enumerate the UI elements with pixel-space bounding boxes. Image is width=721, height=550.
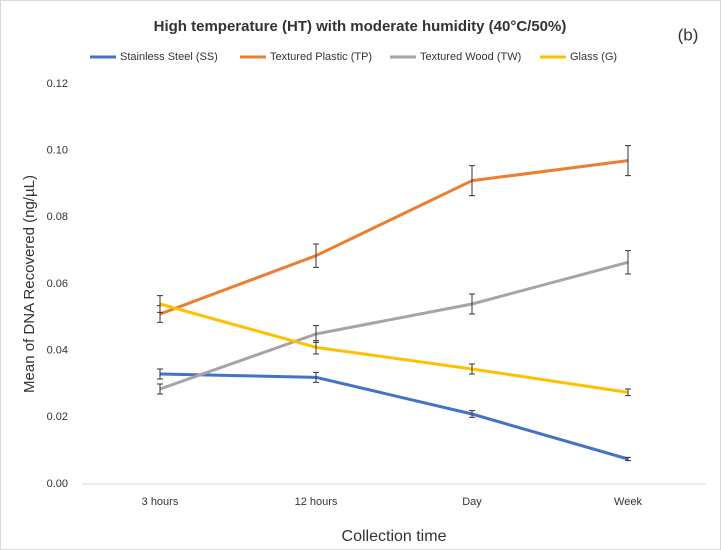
error-bar bbox=[469, 363, 475, 375]
error-bar bbox=[157, 295, 163, 313]
series-line bbox=[159, 372, 629, 461]
y-tick-label: 0.12 bbox=[47, 78, 68, 90]
error-bar bbox=[625, 145, 631, 177]
chart-title: High temperature (HT) with moderate humi… bbox=[154, 18, 567, 35]
legend-label: Textured Plastic (TP) bbox=[270, 51, 372, 63]
y-tick-label: 0.08 bbox=[47, 211, 68, 223]
error-bar bbox=[157, 368, 163, 380]
x-axis-label: Collection time bbox=[342, 528, 447, 545]
error-bar bbox=[313, 371, 319, 383]
y-tick-label: 0.02 bbox=[47, 411, 68, 423]
legend-label: Stainless Steel (SS) bbox=[120, 51, 218, 63]
x-tick-label: 3 hours bbox=[142, 496, 179, 508]
error-bar bbox=[469, 293, 475, 315]
annotation: (b) bbox=[678, 25, 699, 44]
error-bar bbox=[157, 383, 163, 395]
x-tick-label: Week bbox=[614, 496, 642, 508]
x-tick-label: Day bbox=[462, 496, 482, 508]
series-line bbox=[159, 302, 629, 394]
series-line bbox=[159, 159, 629, 316]
error-bar bbox=[469, 410, 475, 418]
error-bar bbox=[313, 243, 319, 268]
legend-label: Textured Wood (TW) bbox=[420, 51, 521, 63]
error-bar bbox=[469, 165, 475, 197]
error-bar bbox=[625, 388, 631, 397]
error-bar bbox=[313, 340, 319, 355]
series-line bbox=[159, 260, 629, 391]
y-axis-label: Mean of DNA Recovered (ng/µL) bbox=[21, 175, 38, 393]
y-tick-label: 0.04 bbox=[47, 345, 68, 357]
legend-label: Glass (G) bbox=[570, 51, 617, 63]
x-tick-label: 12 hours bbox=[295, 496, 338, 508]
error-bar bbox=[625, 456, 631, 462]
error-bar bbox=[625, 250, 631, 275]
y-tick-label: 0.00 bbox=[47, 478, 68, 490]
y-tick-label: 0.06 bbox=[47, 278, 68, 290]
y-tick-label: 0.10 bbox=[47, 145, 68, 157]
